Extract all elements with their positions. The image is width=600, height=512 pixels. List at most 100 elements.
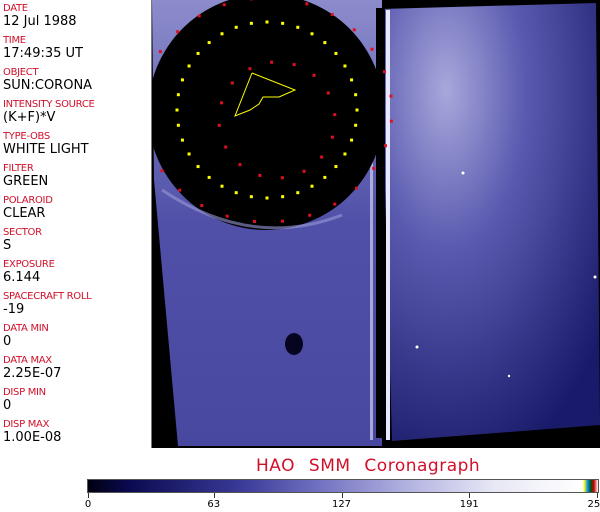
field-label: TYPE-OBS bbox=[3, 131, 50, 142]
red-grid-dot bbox=[253, 219, 257, 223]
yellow-grid-dot bbox=[249, 195, 253, 199]
red-grid-dot bbox=[302, 169, 306, 173]
yellow-grid-dot bbox=[187, 64, 191, 68]
colorbar-tick-label: 255 bbox=[587, 499, 600, 510]
red-grid-dot bbox=[222, 3, 226, 7]
red-grid-dot bbox=[352, 28, 356, 32]
field-label: DISP MIN bbox=[3, 387, 46, 398]
field-label: POLAROID bbox=[3, 195, 53, 206]
yellow-grid-dot bbox=[343, 64, 347, 68]
field-time: TIME 17:49:35 UT bbox=[3, 35, 83, 61]
yellow-grid-dot bbox=[355, 108, 359, 112]
red-grid-dot bbox=[389, 119, 393, 123]
yellow-grid-dot bbox=[265, 20, 269, 24]
field-spacecraft-roll: SPACECRAFT ROLL -19 bbox=[3, 291, 92, 317]
yellow-grid-dot bbox=[323, 175, 327, 179]
yellow-grid-dot bbox=[281, 21, 285, 25]
field-value: SUN:CORONA bbox=[3, 78, 93, 93]
red-grid-dot bbox=[383, 144, 387, 148]
field-value: -19 bbox=[3, 302, 25, 317]
yellow-grid-dot bbox=[296, 25, 300, 29]
red-grid-dot bbox=[270, 60, 274, 64]
yellow-grid-dot bbox=[207, 41, 211, 45]
colorbar-tick bbox=[469, 493, 471, 498]
field-value: 1.00E-08 bbox=[3, 430, 62, 445]
red-grid-dot bbox=[224, 145, 228, 149]
occulter-disk bbox=[152, 0, 384, 230]
field-label: TIME bbox=[3, 35, 26, 46]
field-object: OBJECT SUN:CORONA bbox=[3, 67, 92, 93]
red-grid-dot bbox=[370, 47, 374, 51]
yellow-grid-dot bbox=[354, 123, 358, 127]
yellow-grid-dot bbox=[343, 152, 347, 156]
field-label: INTENSITY SOURCE bbox=[3, 99, 95, 110]
red-grid-dot bbox=[197, 14, 201, 18]
colorbar-tick bbox=[213, 493, 215, 498]
field-exposure: EXPOSURE 6.144 bbox=[3, 259, 55, 285]
red-grid-dot bbox=[238, 163, 242, 167]
red-grid-dot bbox=[158, 50, 162, 54]
red-grid-dot bbox=[333, 113, 337, 117]
yellow-grid-dot bbox=[354, 93, 358, 97]
colorbar-tick-label: 0 bbox=[84, 499, 92, 510]
yellow-grid-dot bbox=[220, 32, 224, 36]
colorbar-tick bbox=[341, 493, 343, 498]
yellow-grid-dot bbox=[265, 196, 269, 200]
yellow-grid-dot bbox=[281, 195, 285, 199]
field-data-max: DATA MAX 2.25E-07 bbox=[3, 355, 61, 381]
solar-outline-triangle bbox=[234, 72, 297, 117]
red-grid-dot bbox=[225, 214, 229, 218]
yellow-grid-dot bbox=[323, 41, 327, 45]
colorbar-tick-label: 127 bbox=[331, 499, 352, 510]
red-grid-dot bbox=[200, 204, 204, 208]
red-grid-dot bbox=[217, 123, 221, 127]
field-label: SECTOR bbox=[3, 227, 42, 238]
field-value: CLEAR bbox=[3, 206, 46, 221]
field-label: DATE bbox=[3, 3, 28, 14]
colorbar-tick-label: 63 bbox=[207, 499, 221, 510]
field-label: EXPOSURE bbox=[3, 259, 55, 270]
field-disp-max: DISP MAX 1.00E-08 bbox=[3, 419, 61, 445]
colorbar-tick-label: 191 bbox=[459, 499, 479, 510]
coronagraph-image bbox=[152, 0, 600, 448]
field-type-obs: TYPE-OBS WHITE LIGHT bbox=[3, 131, 89, 157]
header-info-panel: DATE 12 Jul 1988 TIME 17:49:35 UT OBJECT SUN:… bbox=[0, 0, 152, 448]
yellow-grid-dot bbox=[180, 138, 184, 142]
yellow-grid-dot bbox=[334, 51, 338, 55]
field-label: DISP MAX bbox=[3, 419, 50, 430]
white-dots bbox=[415, 171, 597, 378]
red-grid-dot bbox=[281, 219, 285, 223]
yellow-grid-dot bbox=[350, 78, 354, 82]
right-panel bbox=[380, 3, 600, 441]
yellow-grid-dot bbox=[196, 165, 200, 169]
yellow-grid-dot bbox=[196, 51, 200, 55]
red-grid-dot bbox=[382, 70, 386, 74]
red-grid-dot bbox=[248, 67, 252, 71]
field-label: SPACECRAFT ROLL bbox=[3, 291, 92, 302]
yellow-grid-dot bbox=[249, 21, 253, 25]
yellow-grid-dot bbox=[234, 191, 238, 195]
red-grid-dot bbox=[308, 213, 312, 217]
colorbar-tick bbox=[597, 493, 598, 498]
yellow-grid-dot bbox=[310, 184, 314, 188]
instrument-title: HAO SMM Coronagraph bbox=[256, 456, 481, 476]
yellow-grid-dot bbox=[187, 152, 191, 156]
field-label: FILTER bbox=[3, 163, 34, 174]
red-grid-dot bbox=[330, 12, 334, 16]
yellow-grid-dot bbox=[334, 165, 338, 169]
field-value: S bbox=[3, 238, 12, 253]
field-value: 17:49:35 UT bbox=[3, 46, 83, 61]
red-grid-dot bbox=[354, 186, 358, 190]
field-label: DATA MIN bbox=[3, 323, 49, 334]
red-grid-dot bbox=[178, 188, 182, 192]
red-grid-dot bbox=[280, 176, 284, 180]
red-grid-dot bbox=[305, 2, 309, 6]
field-data-min: DATA MIN 0 bbox=[3, 323, 49, 349]
field-value: 0 bbox=[3, 334, 12, 349]
yellow-grid-dot bbox=[176, 123, 180, 127]
colorbar-tick bbox=[88, 493, 89, 498]
field-value: GREEN bbox=[3, 174, 49, 189]
dark-spot bbox=[285, 333, 303, 355]
red-grid-dot bbox=[326, 91, 330, 95]
field-value: (K+F)*V bbox=[3, 110, 56, 125]
